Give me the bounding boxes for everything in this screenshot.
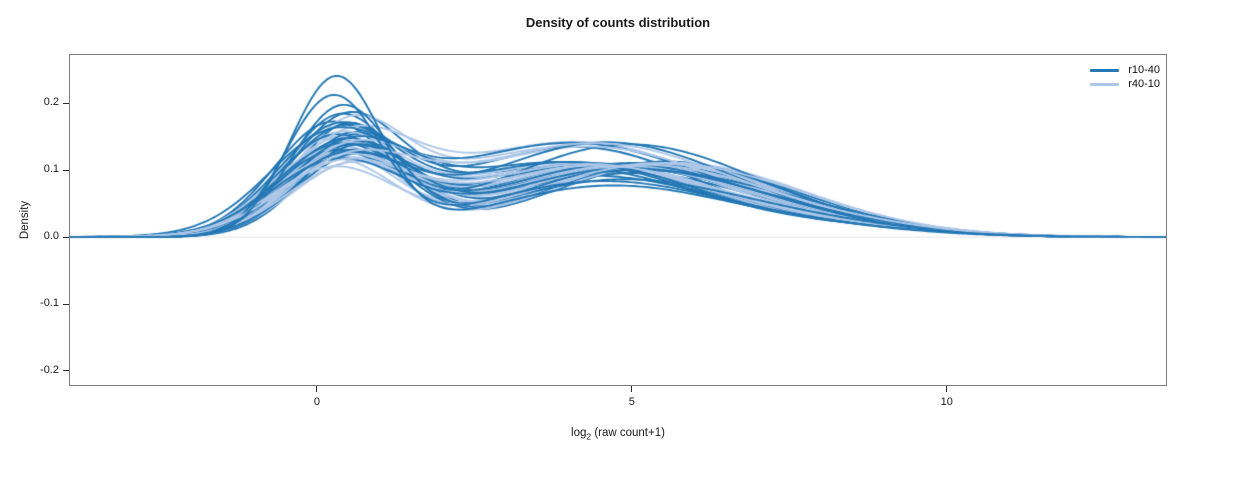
y-tick-label: -0.1 xyxy=(40,297,59,309)
legend-item-label: r10-40 xyxy=(1128,64,1160,76)
x-tick-mark xyxy=(631,386,633,392)
y-tick-label: -0.2 xyxy=(40,363,59,376)
y-tick-mark xyxy=(63,370,69,372)
y-tick-mark xyxy=(63,236,69,238)
legend-item-label: r40-10 xyxy=(1128,78,1160,90)
legend-item: r40-10 xyxy=(1090,78,1160,91)
x-tick-mark xyxy=(946,386,948,392)
y-tick-label: 0.1 xyxy=(43,163,59,176)
x-tick-label: 0 xyxy=(313,396,320,408)
y-tick-mark xyxy=(63,169,69,171)
chart-title: Density of counts distribution xyxy=(525,15,711,30)
x-axis-label-rest: (raw count+1) xyxy=(591,427,665,439)
legend-line-swatch-r10-40 xyxy=(1090,69,1120,72)
density-curves-canvas xyxy=(70,55,1166,385)
legend: r10-40 r40-10 xyxy=(1090,64,1160,91)
x-axis-label: log2 (raw count+1) xyxy=(69,427,1167,441)
legend-line-swatch-r40-10 xyxy=(1090,83,1120,86)
y-tick-label: 0.0 xyxy=(43,230,59,243)
plot-area: r10-40 r40-10 xyxy=(69,54,1167,386)
legend-item: r10-40 xyxy=(1090,64,1160,77)
y-tick-mark xyxy=(63,303,69,305)
y-tick-label: 0.2 xyxy=(43,96,59,109)
x-tick-mark xyxy=(316,386,318,392)
y-tick-mark xyxy=(63,102,69,104)
x-axis-label-prefix: log xyxy=(571,427,587,439)
x-tick-label: 5 xyxy=(628,396,635,408)
x-axis-label-subscript: 2 xyxy=(586,431,592,442)
x-tick-label: 10 xyxy=(940,396,953,408)
